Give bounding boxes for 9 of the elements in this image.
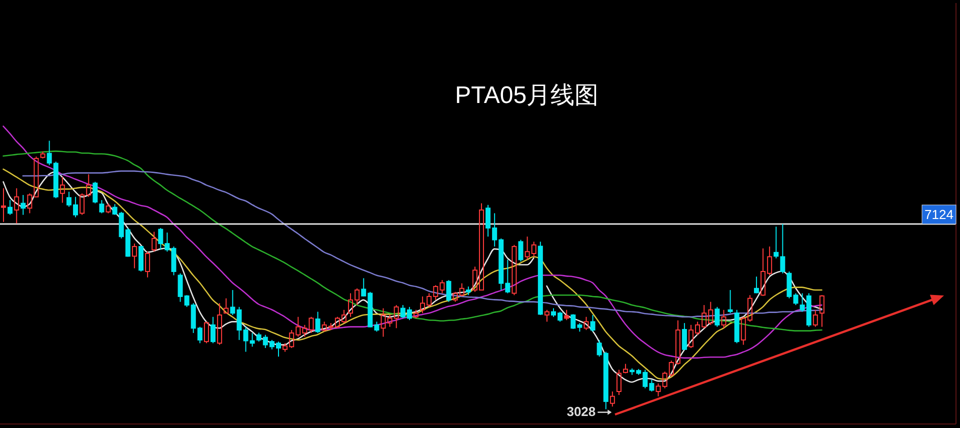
candlestick: [60, 176, 65, 204]
annotation: 3028: [566, 404, 596, 420]
candlestick: [8, 200, 13, 216]
annotation: 7124: [924, 206, 954, 222]
chart-title: PTA05月线图: [455, 82, 599, 110]
candlestick: [217, 302, 222, 346]
candlestick: [1, 188, 6, 222]
candlestick: [14, 188, 20, 224]
candlestick: [20, 194, 26, 216]
